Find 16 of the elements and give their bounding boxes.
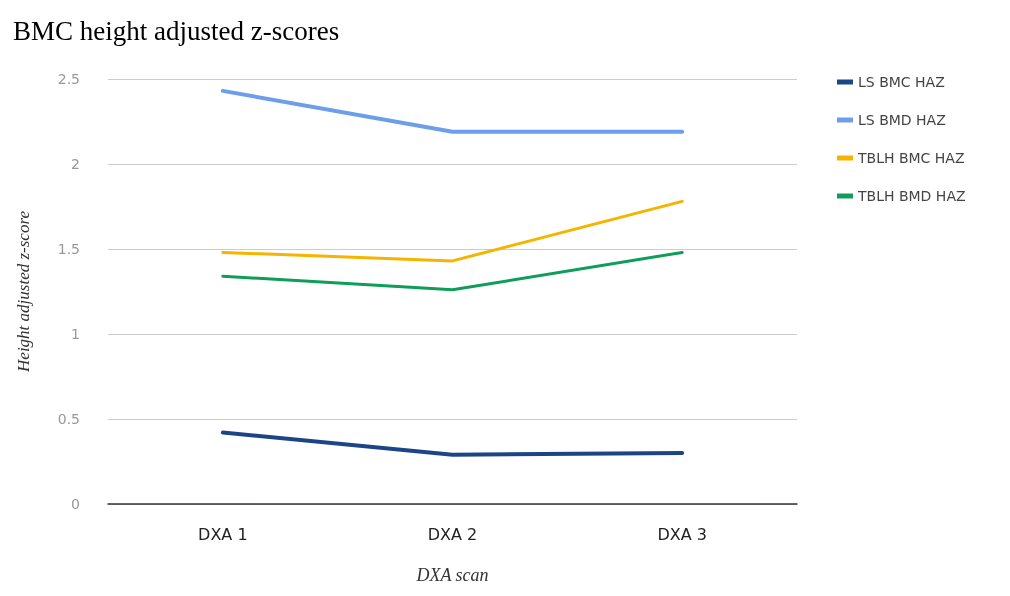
chart-title: BMC height adjusted z-scores xyxy=(13,15,340,46)
y-tick-label: 1.5 xyxy=(57,241,80,257)
legend-label: TBLH BMC HAZ xyxy=(857,150,965,166)
x-axis-title: DXA scan xyxy=(415,565,489,585)
legend-label: TBLH BMD HAZ xyxy=(857,188,966,204)
y-tick-label: 0 xyxy=(71,496,80,512)
x-tick-label: DXA 1 xyxy=(198,524,248,544)
legend-label: LS BMD HAZ xyxy=(858,112,946,128)
y-axis-title: Height adjusted z-score xyxy=(14,210,33,373)
y-tick-label: 2 xyxy=(71,156,80,172)
y-tick-label: 0.5 xyxy=(57,411,80,427)
y-tick-label: 2.5 xyxy=(57,71,80,87)
y-tick-label: 1 xyxy=(71,326,80,342)
x-tick-label: DXA 2 xyxy=(427,524,478,544)
x-tick-label: DXA 3 xyxy=(657,524,707,544)
legend-label: LS BMC HAZ xyxy=(858,74,945,90)
